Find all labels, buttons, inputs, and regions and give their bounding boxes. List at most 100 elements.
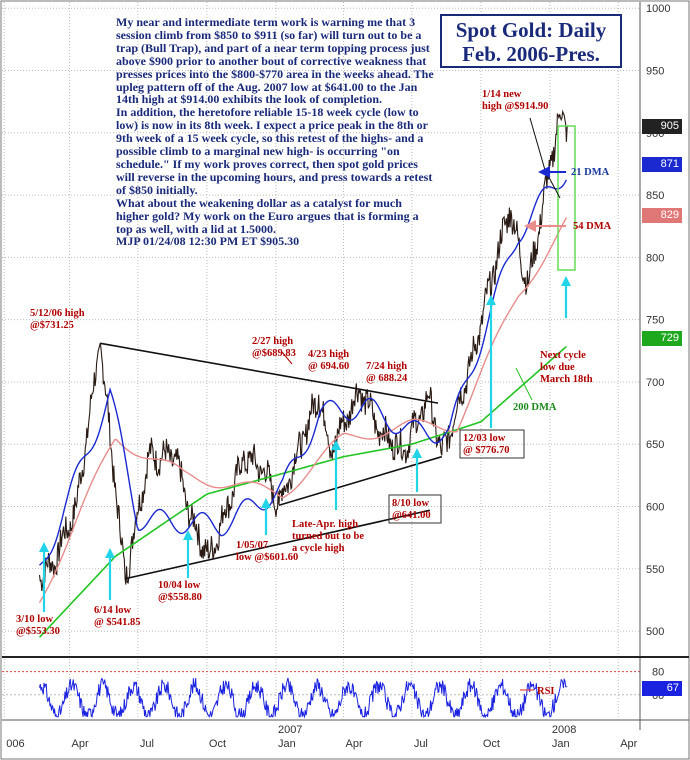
note-1-14-new-high: 1/14 new high @$914.90: [482, 89, 548, 112]
dma21-badge: 871: [642, 157, 682, 172]
x-tick-label: Jul: [140, 738, 154, 750]
dma21-line: [38, 179, 568, 566]
y-tick-label: 700: [646, 377, 664, 389]
rsi-line: [39, 677, 568, 719]
dma200-label: 200 DMA: [513, 402, 557, 413]
chart-title: Spot Gold: Daily Feb. 2006-Pres.: [440, 14, 622, 68]
note-8-10-low: 8/10 low @641.00: [392, 498, 431, 521]
series-lines: [38, 109, 568, 719]
note-late-apr-high: Late-Apr. high turned out to be a cycle hi…: [292, 519, 364, 554]
price-line: [38, 109, 568, 592]
note-1-14-new-high-line: 1/14 new: [482, 89, 522, 100]
note-4-23-high: 4/23 high @ 694.60: [308, 349, 349, 372]
note-next-cycle-low-line: March 18th: [540, 374, 593, 385]
arrow-1004-low-head: [183, 530, 193, 540]
note-2-27-high-line: @$689.83: [252, 348, 296, 359]
y-tick-label: 550: [646, 564, 664, 576]
x-tick-label: Apr: [346, 738, 363, 750]
note-3-10-low: 3/10 low @$553.30: [16, 614, 60, 637]
note-2-27-high: 2/27 high @$689.83: [252, 336, 296, 359]
note-3-10-low-line: @$553.30: [16, 626, 60, 637]
y-tick-label: 850: [646, 190, 664, 202]
trendline-support: [124, 509, 431, 580]
x-tick-label: Apr: [72, 738, 89, 750]
note-3-10-low-line: 3/10 low: [16, 614, 53, 625]
year-label: 2008: [552, 724, 576, 736]
note-7-24-high-line: 7/24 high: [366, 361, 407, 372]
note-10-04-low: 10/04 low @$558.80: [158, 580, 202, 603]
note-8-10-low-line: 8/10 low: [392, 498, 429, 509]
arrow-310-low-head: [39, 542, 49, 552]
annotation-graphics: [39, 117, 576, 691]
dma200-pointer: [515, 367, 533, 401]
chart-title-line1: Spot Gold: Daily: [455, 18, 607, 42]
commentary-text: My near and intermediate term work is wa…: [116, 15, 434, 249]
trendline-wedge-low: [278, 455, 443, 507]
x-tick-label: Jan: [552, 738, 570, 750]
note-4-23-high-line: @ 694.60: [308, 361, 349, 372]
chart-title-line2: Feb. 2006-Pres.: [462, 42, 600, 66]
y-tick-label: 650: [646, 439, 664, 451]
note-5-12-06-high-line: @$731.25: [30, 320, 74, 331]
note-1-05-07-low: 1/05/07 low @$601.60: [236, 540, 298, 563]
note-1-05-07-low-line: low @$601.60: [236, 552, 298, 563]
note-6-14-low-line: 6/14 low: [94, 605, 131, 616]
y-tick-label: 800: [646, 252, 664, 264]
x-tick-label: Oct: [483, 738, 500, 750]
arrow-614-low-head: [105, 548, 115, 558]
note-late-apr-high-line: a cycle high: [292, 543, 345, 554]
arrow-810-low-head: [412, 448, 422, 458]
y-tick-label: 750: [646, 315, 664, 327]
note-1-05-07-low-line: 1/05/07: [236, 540, 268, 551]
x-tick-label: Jan: [278, 738, 296, 750]
note-6-14-low-line: @ $541.85: [94, 617, 141, 628]
note-8-10-box: [388, 494, 442, 524]
note-next-cycle-low-line: low due: [540, 362, 575, 373]
note-10-04-low-line: 10/04 low: [158, 580, 201, 591]
x-tick-label: 006: [6, 738, 24, 750]
x-tick-label: Oct: [209, 738, 226, 750]
y-tick-label: 1000: [646, 3, 670, 15]
note-next-cycle-low-line: Next cycle: [540, 350, 586, 361]
note-1-14-new-high-line: high @$914.90: [482, 101, 548, 112]
note-12-03-low: 12/03 low @ $776.70: [463, 433, 510, 456]
rsi-label: RSI: [537, 686, 555, 697]
dma54-label: 54 DMA: [573, 221, 612, 232]
projection-box: [557, 125, 576, 271]
price-grid: [2, 2, 640, 718]
rsi-tick-label: 80: [652, 667, 664, 679]
note-2-27-high-line: 2/27 high: [252, 336, 293, 347]
note-connector: [281, 351, 293, 365]
note-12-03-low-line: 12/03 low: [463, 433, 506, 444]
y-tick-label: 950: [646, 66, 664, 78]
dma200-badge: 729: [642, 331, 682, 346]
note-late-apr-high-line: Late-Apr. high: [292, 519, 358, 530]
dma200-line: [38, 345, 567, 638]
note-8-10-low-line: @641.00: [392, 510, 431, 521]
dma54-pointer-head: [524, 220, 536, 232]
dma54-badge: 829: [642, 208, 682, 223]
axes: 5005506006507007508008509009501000006Apr…: [2, 2, 689, 750]
note-6-14-low: 6/14 low @ $541.85: [94, 605, 141, 628]
note-next-cycle-low: Next cycle low due March 18th: [540, 350, 593, 385]
note-5-12-06-high: 5/12/06 high @$731.25: [30, 308, 85, 331]
note-12-03-box: [459, 429, 525, 459]
year-label: 2007: [278, 724, 302, 736]
note-7-24-high: 7/24 high @ 688.24: [366, 361, 408, 384]
note-12-03-low-line: @ $776.70: [463, 445, 510, 456]
rsi-badge: 67: [642, 681, 682, 696]
arrow-next-cycle-head: [561, 276, 571, 286]
trendline-resistance: [100, 342, 439, 404]
arrow-1203-low-head: [486, 295, 496, 305]
note-10-04-low-line: @$558.80: [158, 592, 202, 603]
note-7-24-high-line: @ 688.24: [366, 373, 408, 384]
dma21-pointer-head: [538, 166, 550, 178]
y-tick-label: 500: [646, 626, 664, 638]
dma21-label: 21 DMA: [571, 167, 610, 178]
note-4-23-high-line: 4/23 high: [308, 349, 349, 360]
price-badge: 905: [642, 119, 682, 134]
dma54-line: [38, 217, 568, 603]
note-5-12-06-high-line: 5/12/06 high: [30, 308, 85, 319]
